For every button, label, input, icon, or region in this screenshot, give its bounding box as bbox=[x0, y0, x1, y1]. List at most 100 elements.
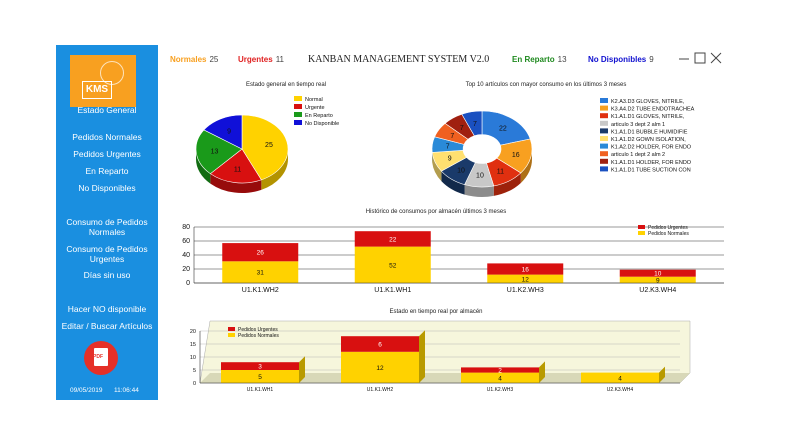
legend-swatch bbox=[600, 98, 608, 103]
reparto-stat: En Reparto 13 bbox=[512, 55, 567, 64]
legend-swatch bbox=[638, 225, 645, 229]
logo-text: KMS bbox=[82, 81, 112, 99]
legend-label: articulo 1 dept 2 alm 2 bbox=[611, 152, 665, 158]
pie-value-label: 22 bbox=[499, 126, 507, 133]
legend-swatch bbox=[294, 104, 302, 109]
pie-value-label: 9 bbox=[227, 128, 231, 135]
pie-value-label: 10 bbox=[476, 173, 484, 180]
bar-value-urgentes: 26 bbox=[257, 250, 265, 257]
nav-en-reparto[interactable]: En Reparto bbox=[85, 166, 129, 176]
chart-tiempo-real-title: Estado en tiempo real por almacén bbox=[389, 309, 483, 315]
pie-slice bbox=[241, 114, 289, 181]
x-tick-label: U1.K1.WH1 bbox=[247, 387, 274, 393]
legend-label: No Disponible bbox=[305, 121, 339, 127]
nav-pedidos-normales[interactable]: Pedidos Normales bbox=[72, 132, 142, 142]
legend-label: K3.A4.D2 TUBE ENDOTRACHEA bbox=[611, 107, 695, 113]
pie-value-label: 7 bbox=[460, 125, 464, 132]
bar-value-normales: 9 bbox=[656, 277, 660, 284]
minimize-icon[interactable] bbox=[678, 52, 690, 64]
maximize-icon[interactable] bbox=[694, 52, 706, 64]
pie-value-label: 7 bbox=[473, 121, 477, 128]
legend-label: K1.A1.D1 BUBBLE HUMIDIFIE bbox=[611, 129, 688, 135]
bar-value-normales: 52 bbox=[389, 262, 397, 269]
pdf-icon bbox=[94, 348, 108, 366]
pie-depth bbox=[210, 173, 262, 193]
nodisp-stat: No Disponibles 9 bbox=[588, 55, 654, 64]
legend-label: K1.A1.D1 TUBE SUCTION CON bbox=[611, 167, 691, 173]
urgentes-count: 11 bbox=[275, 55, 284, 64]
pdf-label: PDF bbox=[93, 354, 103, 360]
nav-hacer-no-disponible[interactable]: Hacer NO disponible bbox=[67, 304, 147, 314]
legend-label: Normal bbox=[305, 97, 323, 103]
bar-side bbox=[539, 361, 545, 383]
pie-value-label: 11 bbox=[497, 169, 504, 176]
legend-swatch bbox=[600, 166, 608, 172]
bar-value-urgentes: 6 bbox=[378, 342, 382, 349]
pie-depth bbox=[261, 149, 288, 190]
pie-slice bbox=[209, 148, 262, 184]
pie-slice bbox=[195, 129, 243, 175]
legend-swatch bbox=[294, 112, 302, 117]
header-bar: Normales 25 Urgentes 11 KANBAN MANAGEMENT … bbox=[158, 45, 736, 71]
nav-editar-buscar[interactable]: Editar / Buscar Artículos bbox=[61, 321, 153, 331]
nav-estado-general[interactable]: Estado General bbox=[77, 105, 137, 115]
pie-depth bbox=[432, 152, 442, 182]
pie-value-label: 11 bbox=[234, 167, 241, 174]
pie-value-label: 16 bbox=[512, 152, 520, 159]
chart-floor bbox=[200, 373, 690, 383]
bar-normales bbox=[221, 370, 299, 383]
current-time: 11:06:44 bbox=[114, 387, 139, 394]
bar-urgentes bbox=[461, 367, 539, 373]
y-tick-label: 40 bbox=[182, 252, 190, 259]
legend-swatch bbox=[600, 143, 608, 149]
nav-consumo-urgentes[interactable]: Consumo de Pedidos Urgentes bbox=[66, 244, 148, 264]
y-tick-label: 5 bbox=[193, 368, 196, 374]
pie-value-label: 10 bbox=[457, 167, 465, 174]
legend-label: Pedidos Urgentes bbox=[648, 225, 688, 231]
pie-value-label: 9 bbox=[448, 156, 452, 163]
reparto-count: 13 bbox=[557, 55, 567, 64]
bar-urgentes bbox=[221, 362, 299, 370]
bar-value-urgentes: 3 bbox=[258, 364, 262, 371]
nodisp-count: 9 bbox=[649, 55, 654, 64]
bar-normales bbox=[461, 372, 539, 383]
nav-pedidos-urgentes[interactable]: Pedidos Urgentes bbox=[73, 149, 141, 159]
pdf-export-button[interactable]: PDF bbox=[84, 341, 118, 375]
nav-no-disponibles[interactable]: No Disponibles bbox=[78, 183, 136, 193]
nav-dias-sin-uso[interactable]: Días sin uso bbox=[83, 270, 131, 280]
bar-side bbox=[659, 366, 665, 383]
pie-depth bbox=[464, 184, 494, 197]
tiempo-real-bar-chart: 0510152053U1.K1.WH1126U1.K1.WH242U1.K2.W… bbox=[190, 320, 691, 393]
current-date: 09/05/2019 bbox=[70, 387, 103, 394]
urgentes-label: Urgentes bbox=[238, 55, 273, 64]
y-tick-label: 80 bbox=[182, 224, 190, 231]
legend-swatch bbox=[600, 105, 608, 111]
logo-arc-icon bbox=[100, 61, 124, 85]
bar-normales bbox=[354, 246, 431, 283]
y-tick-label: 10 bbox=[190, 355, 196, 361]
close-icon[interactable] bbox=[710, 52, 722, 64]
legend-label: K1.A1.D2 GOWN ISOLATION, bbox=[611, 137, 686, 143]
kms-logo: KMS bbox=[70, 55, 136, 107]
legend-label: Urgente bbox=[305, 105, 325, 111]
x-tick-label: U2.K3.WH4 bbox=[607, 387, 634, 393]
bar-normales bbox=[487, 274, 564, 283]
bar-urgentes bbox=[619, 269, 696, 277]
bar-urgentes bbox=[341, 336, 419, 352]
pie-slice bbox=[203, 114, 243, 150]
bar-value-urgentes: 16 bbox=[522, 267, 530, 274]
nav-consumo-normales[interactable]: Consumo de Pedidos Normales bbox=[66, 217, 148, 237]
bar-normales bbox=[341, 351, 419, 383]
pie-slice bbox=[461, 110, 483, 137]
y-tick-label: 20 bbox=[182, 266, 190, 273]
bar-value-normales: 4 bbox=[618, 375, 622, 382]
historico-bar-chart: 0 20 40 60 80 31 26 U1.K1.WH2 52 22 U1.K1.WH1 12 16 U… bbox=[182, 224, 724, 294]
pie-value-label: 25 bbox=[265, 142, 273, 149]
normales-stat: Normales 25 bbox=[170, 55, 218, 64]
legend-swatch bbox=[228, 333, 235, 337]
bar-value-normales: 12 bbox=[376, 365, 384, 372]
bar-value-urgentes: 10 bbox=[654, 271, 662, 278]
pie-value-label: 7 bbox=[446, 143, 450, 150]
legend-label: articulo 3 dept 2 alm 1 bbox=[611, 122, 665, 128]
